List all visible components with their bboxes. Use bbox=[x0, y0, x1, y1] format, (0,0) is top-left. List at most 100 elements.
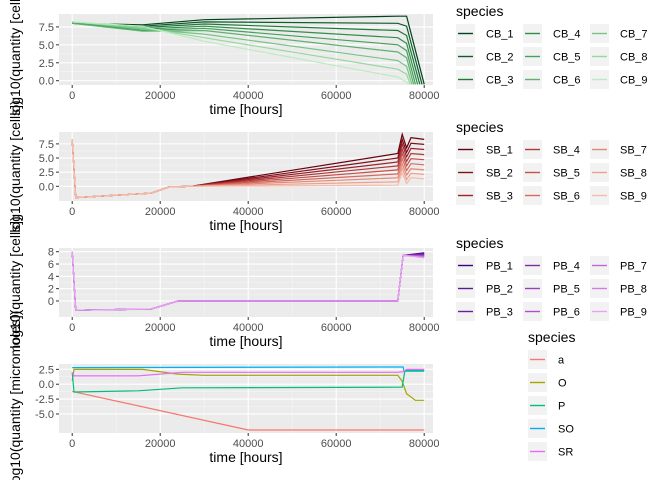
series-group bbox=[71, 366, 425, 431]
y-tick-label: -5.0 bbox=[35, 409, 54, 421]
legend-title: species bbox=[456, 119, 503, 135]
y-tick-label: 2 bbox=[48, 284, 54, 296]
y-tick-label: 2.5 bbox=[39, 364, 54, 376]
y-tick-label: 6 bbox=[48, 259, 54, 271]
y-tick-label: 0.0 bbox=[39, 379, 54, 391]
legend-label-PB_8: PB_8 bbox=[620, 284, 647, 296]
legend: species aOP SO SR bbox=[528, 329, 575, 461]
series-group bbox=[71, 251, 425, 311]
series-line-CB_9 bbox=[72, 21, 409, 85]
series-line-a bbox=[72, 390, 425, 431]
legend-title: species bbox=[528, 329, 575, 345]
legend-label-PB_1: PB_1 bbox=[486, 261, 513, 273]
x-tick-label: 20000 bbox=[145, 206, 176, 218]
series-line-PB_9 bbox=[71, 251, 425, 311]
x-axis-title: time [hours] bbox=[209, 449, 282, 465]
legend-label-SB_5: SB_5 bbox=[553, 168, 580, 180]
y-tick-label: 8 bbox=[48, 247, 54, 259]
x-tick-label: 0 bbox=[69, 206, 75, 218]
y-tick-label: -2.5 bbox=[35, 394, 54, 406]
legend-label-SB_1: SB_1 bbox=[486, 145, 513, 157]
legend-label-CB_4: CB_4 bbox=[553, 29, 581, 41]
legend-label-SB_3: SB_3 bbox=[486, 191, 513, 203]
x-tick-label: 40000 bbox=[233, 206, 264, 218]
x-tick-label: 20000 bbox=[145, 90, 176, 102]
panel-4: 0 20000 40000 60000 80000 2.5 0.0 -2.5 -5.0 time … bbox=[7, 311, 575, 480]
legend: species CB_1 CB_2 CB_3 CB_4 CB_5 CB_6 CB_7 CB_8 C… bbox=[456, 3, 648, 89]
legend-label-PB_7: PB_7 bbox=[620, 261, 647, 273]
legend-label-PB_6: PB_6 bbox=[553, 307, 580, 319]
y-tick-label: 7.5 bbox=[39, 139, 54, 151]
y-tick-label: 5.0 bbox=[39, 40, 54, 52]
x-tick-label: 20000 bbox=[145, 322, 176, 334]
series-line-SB_9 bbox=[71, 139, 425, 199]
x-tick-label: 80000 bbox=[409, 322, 440, 334]
legend-label-SB_7: SB_7 bbox=[620, 145, 647, 157]
panel-1: 0 20000 40000 60000 80000 0.0 2.5 5.0 7.5 time [h… bbox=[7, 0, 648, 117]
series-line-CB_1 bbox=[72, 15, 425, 85]
legend: species PB_1 PB_2 PB_3 PB_4 PB_5 PB_6 PB_7 PB_8 P… bbox=[456, 235, 647, 321]
y-axis-title: log10(quantity [cells]) bbox=[7, 0, 23, 116]
x-tick-label: 40000 bbox=[233, 90, 264, 102]
legend: species SB_1 SB_2 SB_3 SB_4 SB_5 SB_6 SB_7 SB_8 S… bbox=[456, 119, 647, 205]
y-axis-title: log10(quantity [micromoles]) bbox=[7, 311, 23, 480]
legend-label-SB_4: SB_4 bbox=[553, 145, 580, 157]
y-tick-label: 4 bbox=[48, 271, 54, 283]
legend-label-CB_7: CB_7 bbox=[620, 29, 648, 41]
series-line-CB_6 bbox=[72, 22, 415, 85]
legend-label-SB_2: SB_2 bbox=[486, 168, 513, 180]
series-group bbox=[72, 15, 425, 85]
y-tick-label: 2.5 bbox=[39, 167, 54, 179]
legend-label-PB_3: PB_3 bbox=[486, 307, 513, 319]
legend-label-CB_5: CB_5 bbox=[553, 52, 581, 64]
x-tick-label: 0 bbox=[69, 438, 75, 450]
y-tick-label: 2.5 bbox=[39, 58, 54, 70]
legend-label-CB_1: CB_1 bbox=[486, 29, 514, 41]
legend-label-CB_2: CB_2 bbox=[486, 52, 514, 64]
y-tick-label: 0.0 bbox=[39, 76, 54, 88]
x-axis-title: time [hours] bbox=[209, 333, 282, 349]
y-axis-title: log10(quantity [cells]) bbox=[7, 100, 23, 232]
x-tick-label: 60000 bbox=[321, 438, 352, 450]
x-tick-label: 80000 bbox=[409, 90, 440, 102]
y-tick-label: 0 bbox=[48, 296, 54, 308]
x-tick-label: 40000 bbox=[233, 322, 264, 334]
x-tick-label: 80000 bbox=[409, 206, 440, 218]
legend-label-SB_8: SB_8 bbox=[620, 168, 647, 180]
x-axis-title: time [hours] bbox=[209, 101, 282, 117]
x-tick-label: 60000 bbox=[321, 206, 352, 218]
legend-label-a: a bbox=[558, 355, 565, 367]
legend-title: species bbox=[456, 235, 503, 251]
legend-label-SB_9: SB_9 bbox=[620, 191, 647, 203]
legend-label-CB_3: CB_3 bbox=[486, 75, 514, 87]
legend-label-PB_2: PB_2 bbox=[486, 284, 513, 296]
legend-title: species bbox=[456, 3, 503, 19]
legend-label-O: O bbox=[558, 378, 567, 390]
y-tick-label: 0.0 bbox=[39, 181, 54, 193]
y-axis-title: log10(quantity [cells]) bbox=[7, 216, 23, 348]
legend-label-CB_6: CB_6 bbox=[553, 75, 581, 87]
x-tick-label: 40000 bbox=[233, 438, 264, 450]
legend-label-SO: SO bbox=[558, 424, 574, 436]
legend-label-CB_9: CB_9 bbox=[620, 75, 648, 87]
x-tick-label: 60000 bbox=[321, 90, 352, 102]
x-tick-label: 0 bbox=[69, 90, 75, 102]
legend-label-CB_8: CB_8 bbox=[620, 52, 648, 64]
x-tick-label: 0 bbox=[69, 322, 75, 334]
plot-background bbox=[59, 132, 433, 201]
x-tick-label: 20000 bbox=[145, 438, 176, 450]
x-tick-label: 60000 bbox=[321, 322, 352, 334]
legend-label-PB_5: PB_5 bbox=[553, 284, 580, 296]
series-line-CB_7 bbox=[72, 21, 413, 85]
x-axis-title: time [hours] bbox=[209, 217, 282, 233]
series-group bbox=[71, 132, 425, 199]
series-line-CB_8 bbox=[72, 21, 411, 85]
series-line-SR bbox=[71, 368, 425, 377]
legend-label-SB_6: SB_6 bbox=[553, 191, 580, 203]
legend-label-SR: SR bbox=[558, 447, 573, 459]
legend-label-PB_4: PB_4 bbox=[553, 261, 580, 273]
legend-label-P: P bbox=[558, 401, 565, 413]
y-tick-label: 7.5 bbox=[39, 22, 54, 34]
